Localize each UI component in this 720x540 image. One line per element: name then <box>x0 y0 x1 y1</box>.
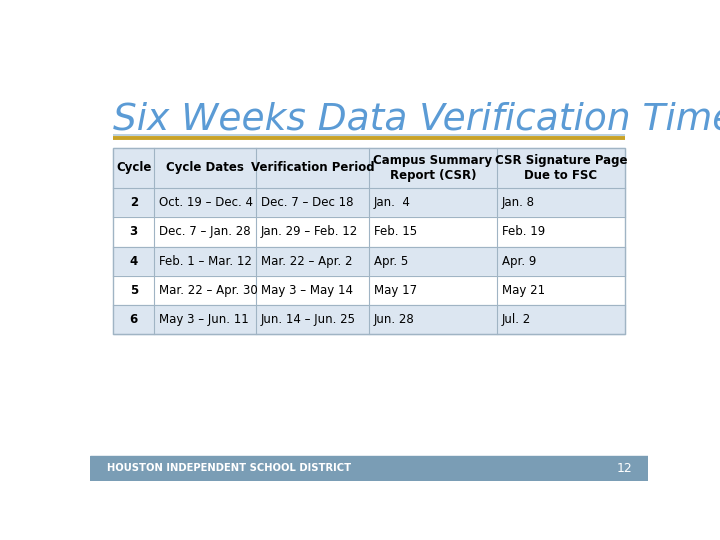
Text: Dec. 7 – Jan. 28: Dec. 7 – Jan. 28 <box>159 225 251 238</box>
Text: Feb. 19: Feb. 19 <box>502 225 545 238</box>
Text: HOUSTON INDEPENDENT SCHOOL DISTRICT: HOUSTON INDEPENDENT SCHOOL DISTRICT <box>107 463 351 473</box>
Text: Jul. 2: Jul. 2 <box>502 313 531 326</box>
Text: Verification Period: Verification Period <box>251 161 374 174</box>
Text: Cycle: Cycle <box>116 161 151 174</box>
Text: Feb. 1 – Mar. 12: Feb. 1 – Mar. 12 <box>159 255 252 268</box>
Text: Feb. 15: Feb. 15 <box>374 225 417 238</box>
Bar <box>113 276 625 305</box>
Text: 5: 5 <box>130 284 138 297</box>
Text: Jan. 8: Jan. 8 <box>502 196 534 209</box>
Text: 4: 4 <box>130 255 138 268</box>
Bar <box>113 305 625 334</box>
Text: 12: 12 <box>617 462 632 475</box>
Bar <box>113 247 625 276</box>
Text: Jun. 28: Jun. 28 <box>374 313 415 326</box>
Text: 2: 2 <box>130 196 138 209</box>
Bar <box>90 456 648 481</box>
Text: Cycle Dates: Cycle Dates <box>166 161 244 174</box>
Text: Oct. 19 – Dec. 4: Oct. 19 – Dec. 4 <box>159 196 253 209</box>
Bar <box>113 188 625 217</box>
Text: Mar. 22 – Apr. 2: Mar. 22 – Apr. 2 <box>261 255 353 268</box>
Text: Apr. 9: Apr. 9 <box>502 255 536 268</box>
Text: May 3 – May 14: May 3 – May 14 <box>261 284 353 297</box>
Text: Apr. 5: Apr. 5 <box>374 255 408 268</box>
Text: Jan.  4: Jan. 4 <box>374 196 410 209</box>
Text: Mar. 22 – Apr. 30: Mar. 22 – Apr. 30 <box>159 284 258 297</box>
Text: 3: 3 <box>130 225 138 238</box>
Text: Six Weeks Data Verification Timelines: Six Weeks Data Verification Timelines <box>113 102 720 138</box>
Text: May 17: May 17 <box>374 284 417 297</box>
Text: CSR Signature Page
Due to FSC: CSR Signature Page Due to FSC <box>495 154 627 182</box>
Text: Jun. 14 – Jun. 25: Jun. 14 – Jun. 25 <box>261 313 356 326</box>
Text: May 21: May 21 <box>502 284 544 297</box>
Bar <box>113 217 625 247</box>
Text: Jan. 29 – Feb. 12: Jan. 29 – Feb. 12 <box>261 225 359 238</box>
Bar <box>113 148 625 188</box>
Bar <box>113 148 625 334</box>
Text: Campus Summary
Report (CSR): Campus Summary Report (CSR) <box>374 154 492 182</box>
Text: Dec. 7 – Dec 18: Dec. 7 – Dec 18 <box>261 196 354 209</box>
Text: May 3 – Jun. 11: May 3 – Jun. 11 <box>159 313 248 326</box>
Text: 6: 6 <box>130 313 138 326</box>
